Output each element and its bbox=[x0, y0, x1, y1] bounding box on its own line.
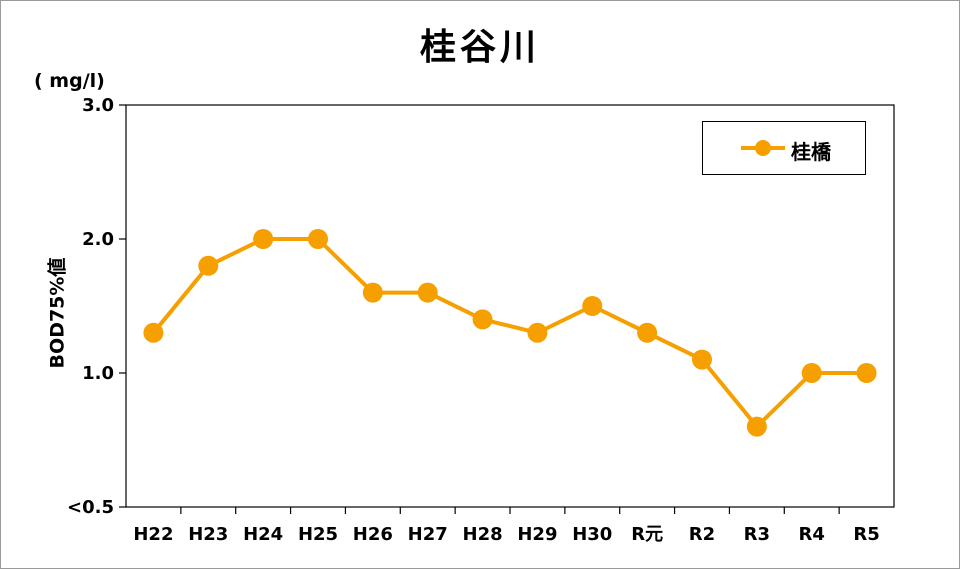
data-point bbox=[253, 229, 274, 249]
legend: 桂橋 bbox=[702, 121, 866, 175]
data-point bbox=[143, 322, 164, 343]
data-point bbox=[637, 322, 658, 343]
x-tick-label: H29 bbox=[517, 524, 557, 545]
x-tick-label: H26 bbox=[353, 524, 393, 545]
y-tick-label: <0.5 bbox=[67, 497, 114, 518]
x-tick-label: R3 bbox=[744, 524, 770, 545]
data-point bbox=[417, 282, 438, 303]
legend-label: 桂橋 bbox=[791, 140, 831, 164]
x-tick-label: R元 bbox=[631, 524, 663, 545]
x-tick-label: H30 bbox=[572, 524, 612, 545]
legend-marker-icon bbox=[741, 140, 785, 156]
x-tick-label: H27 bbox=[408, 524, 448, 545]
y-tick-label: 2.0 bbox=[82, 229, 114, 250]
data-point bbox=[198, 255, 219, 276]
data-point bbox=[746, 416, 767, 437]
x-tick-label: H28 bbox=[463, 524, 503, 545]
data-point bbox=[527, 322, 548, 343]
x-tick-label: H22 bbox=[133, 524, 173, 545]
data-point bbox=[472, 309, 493, 330]
data-point bbox=[582, 296, 603, 316]
chart-title: 桂谷川 bbox=[419, 27, 540, 68]
data-point bbox=[801, 363, 822, 383]
x-tick-label: H23 bbox=[188, 524, 228, 545]
x-tick-label: R4 bbox=[799, 524, 825, 545]
y-tick-label: 3.0 bbox=[82, 95, 114, 116]
data-point bbox=[362, 282, 383, 303]
data-point bbox=[692, 349, 712, 370]
x-tick-label: R2 bbox=[689, 524, 715, 545]
data-point bbox=[308, 229, 328, 249]
y-tick-label: 1.0 bbox=[82, 363, 114, 384]
x-axis: H22 H23 H24 H25 H26 H27 H28 H29 H30 R元 R2 R3 R4 R5 bbox=[133, 507, 880, 545]
x-tick-label: H25 bbox=[298, 524, 338, 545]
series-layer bbox=[143, 229, 877, 437]
data-point bbox=[856, 363, 877, 383]
x-tick-label: R5 bbox=[853, 524, 879, 545]
y-axis: 3.0 2.0 1.0 <0.5 bbox=[67, 95, 126, 518]
x-tick-label: H24 bbox=[243, 524, 283, 545]
unit-label: ( mg/l) bbox=[34, 70, 105, 92]
